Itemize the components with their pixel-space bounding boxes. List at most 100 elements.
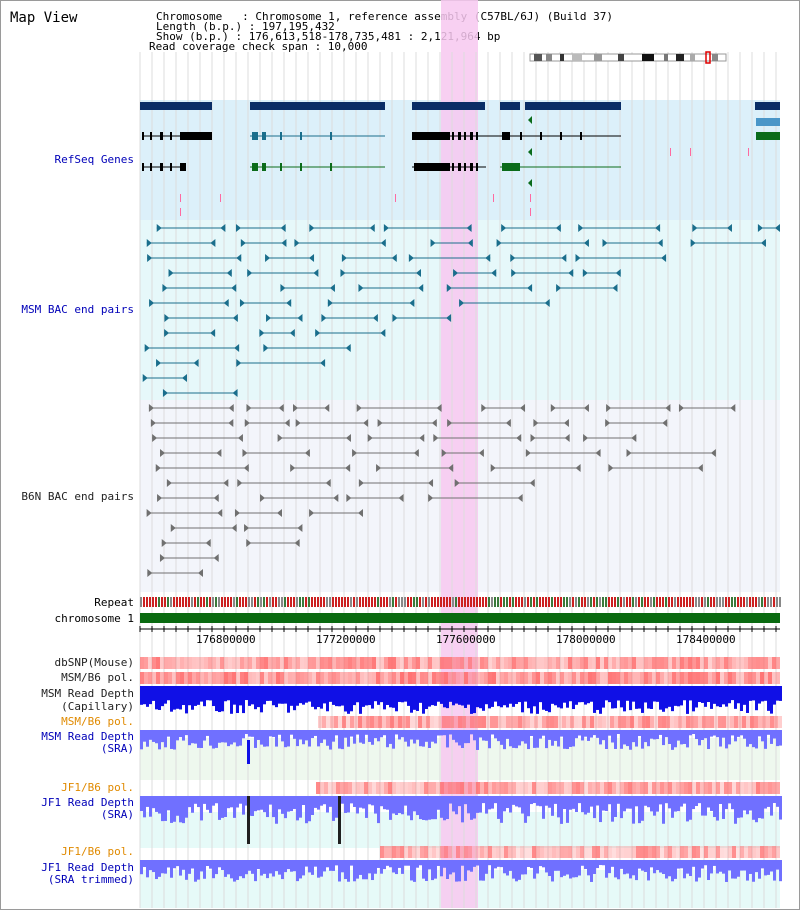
depth-bar (353, 686, 356, 706)
gene-exon (412, 132, 448, 140)
repeat-mark (386, 597, 388, 607)
bac-end-mark (213, 494, 219, 502)
heat-cell (458, 716, 462, 728)
depth-bar (326, 860, 329, 868)
repeat-mark (410, 597, 412, 607)
depth-bar (521, 730, 524, 742)
heat-cell (536, 782, 540, 794)
depth-bar (197, 686, 200, 705)
heat-cell (324, 672, 328, 684)
heat-cell (504, 782, 508, 794)
depth-bar (263, 796, 266, 813)
depth-bar (482, 730, 485, 741)
repeat-mark (188, 597, 190, 607)
msm-b6-pol-sra-label: MSM/B6 pol. (61, 715, 134, 728)
bac-end-mark (276, 509, 282, 517)
heat-cell (580, 672, 584, 684)
heat-cell (410, 716, 414, 728)
heat-cell (698, 716, 702, 728)
msm-read-depth-sra-label: MSM Read Depth (41, 730, 134, 743)
depth-bar (695, 796, 698, 807)
heat-cell (776, 782, 780, 794)
depth-bar (575, 686, 578, 705)
heat-cell (388, 846, 392, 858)
bac-end-mark (501, 224, 507, 232)
repeat-mark (326, 597, 328, 607)
depth-bar (434, 730, 437, 744)
depth-bar (461, 796, 464, 823)
depth-bar (572, 686, 575, 710)
depth-bar (281, 796, 284, 814)
depth-bar (374, 796, 377, 814)
heat-cell (320, 672, 324, 684)
repeat-mark (599, 597, 601, 607)
heat-cell (152, 657, 156, 669)
depth-bar (599, 686, 602, 714)
repeat-mark (374, 597, 376, 607)
depth-bar (479, 860, 482, 881)
depth-bar (365, 730, 368, 735)
heat-cell (694, 716, 698, 728)
heat-cell (636, 657, 640, 669)
bac-end-mark (490, 464, 496, 472)
bac-end-mark (459, 299, 465, 307)
depth-bar (392, 686, 395, 708)
heat-cell (544, 846, 548, 858)
heat-cell (516, 782, 520, 794)
bac-end-mark (246, 539, 252, 547)
heat-cell (484, 782, 488, 794)
heat-cell (318, 716, 322, 728)
depth-bar (521, 796, 524, 814)
repeat-mark (296, 597, 298, 607)
heat-cell (684, 846, 688, 858)
bac-end-mark (380, 329, 386, 337)
repeat-mark (446, 597, 448, 607)
depth-bar (773, 686, 776, 705)
heat-cell (452, 782, 456, 794)
depth-bar (623, 686, 626, 712)
heat-cell (548, 657, 552, 669)
heat-cell (500, 846, 504, 858)
heat-cell (706, 716, 710, 728)
heat-cell (626, 716, 630, 728)
heat-cell (712, 672, 716, 684)
depth-bar (551, 730, 554, 746)
heat-cell (444, 846, 448, 858)
depth-bar (527, 860, 530, 868)
heat-cell (712, 657, 716, 669)
depth-bar (764, 730, 767, 749)
repeat-mark (617, 597, 619, 607)
bac-end-mark (564, 434, 570, 442)
depth-bar (395, 686, 398, 712)
heat-cell (216, 672, 220, 684)
bac-end-mark (321, 314, 327, 322)
depth-bar (722, 860, 725, 874)
heat-cell (760, 657, 764, 669)
heat-cell (702, 716, 706, 728)
bac-end-mark (391, 254, 397, 262)
repeat-mark (560, 597, 562, 607)
depth-bar (311, 730, 314, 739)
heat-cell (300, 672, 304, 684)
repeat-mark (578, 597, 580, 607)
depth-bar (494, 686, 497, 702)
bac-end-mark (775, 224, 780, 232)
depth-bar (188, 686, 191, 706)
depth-bar (758, 796, 761, 819)
heat-cell (240, 657, 244, 669)
heat-cell (580, 846, 584, 858)
heat-cell (540, 846, 544, 858)
repeat-mark (365, 597, 367, 607)
heat-cell (260, 672, 264, 684)
bac-end-mark (595, 449, 601, 457)
depth-bar (533, 796, 536, 804)
heat-cell (660, 782, 664, 794)
heat-cell (692, 782, 696, 794)
depth-bar (191, 730, 194, 744)
heat-cell (380, 846, 384, 858)
heat-cell (608, 846, 612, 858)
heat-cell (680, 672, 684, 684)
repeat-mark (194, 597, 196, 607)
depth-bar (560, 686, 563, 709)
